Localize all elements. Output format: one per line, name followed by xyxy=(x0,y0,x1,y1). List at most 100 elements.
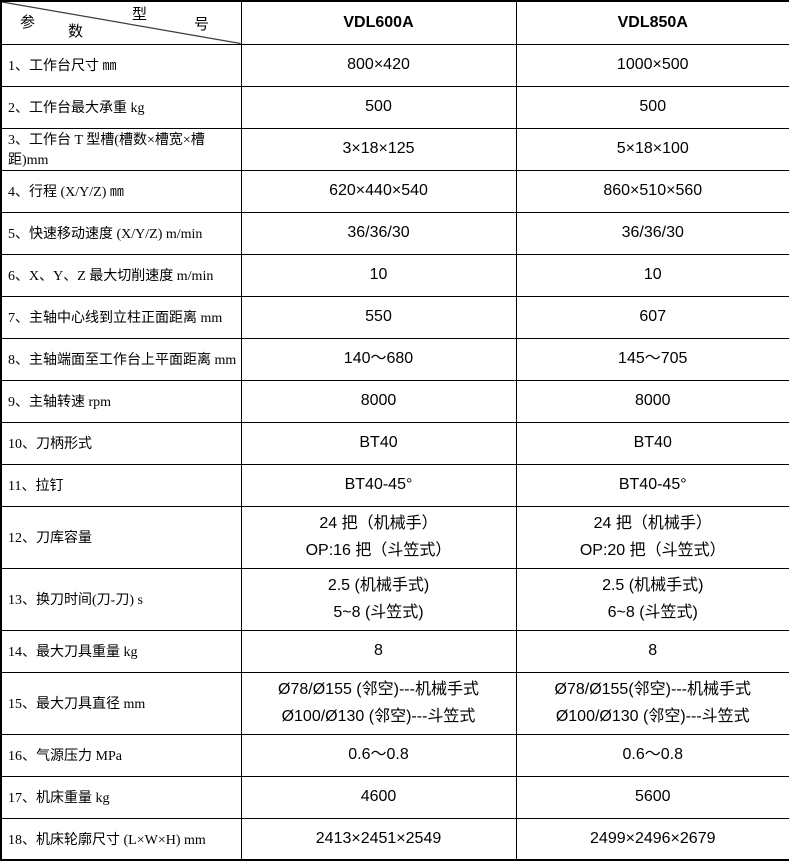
header-model-char-2: 号 xyxy=(194,17,210,33)
value-vdl600a: 2.5 (机械手式) 5~8 (斗笠式) xyxy=(240,567,517,631)
value-vdl600a: 140～680 xyxy=(240,337,517,381)
value-line: 36/36/30 xyxy=(347,224,410,242)
value-line: OP:16 把（斗笠式） xyxy=(305,542,452,559)
header-param-char-1: 参 xyxy=(20,15,36,31)
row-label: 3、工作台 T 型槽(槽数×槽宽×槽距)mm xyxy=(0,127,242,171)
value-line: 607 xyxy=(639,308,667,326)
value-line: 6~8 (斗笠式) xyxy=(607,604,698,621)
value-line: 140～680 xyxy=(343,350,414,368)
value-vdl600a: 10 xyxy=(240,253,517,297)
value-line: 2.5 (机械手式) xyxy=(327,576,430,594)
row-label: 2、工作台最大承重 kg xyxy=(0,85,242,129)
row-label: 16、气源压力 MPa xyxy=(0,733,242,777)
value-line: 5×18×100 xyxy=(616,140,689,158)
value-vdl600a: 500 xyxy=(240,85,517,129)
value-line: 0.6～0.8 xyxy=(622,746,684,764)
value-line: 24 把（机械手） xyxy=(319,514,438,532)
value-vdl600a: 0.6～0.8 xyxy=(240,733,517,777)
value-vdl600a: 550 xyxy=(240,295,517,339)
value-line: 0.6～0.8 xyxy=(348,746,409,764)
diagonal-header-cell: 参 数 型 号 xyxy=(0,0,242,45)
table-row: 18、机床轮廓尺寸 (L×W×H) mm 2413×2451×2549 2499×2… xyxy=(0,817,789,861)
value-line: 36/36/30 xyxy=(621,224,684,242)
row-label: 15、最大刀具直径 mm xyxy=(0,671,242,735)
row-label: 14、最大刀具重量 kg xyxy=(0,629,242,673)
row-label: 5、快速移动速度 (X/Y/Z) m/min xyxy=(0,211,242,255)
row-label: 4、行程 (X/Y/Z) ㎜ xyxy=(0,169,242,213)
value-vdl600a: 36/36/30 xyxy=(240,211,517,255)
value-line: 5600 xyxy=(634,788,671,806)
value-line: 2499×2496×2679 xyxy=(590,830,716,848)
value-line: 500 xyxy=(365,98,392,116)
value-line: Ø100/Ø130 (邻空)---斗笠式 xyxy=(281,708,476,725)
value-line: Ø78/Ø155 (邻空)---机械手式 xyxy=(278,680,479,698)
value-line: BT40 xyxy=(359,434,398,452)
table-row: 11、拉钉 BT40-45° BT40-45° xyxy=(0,463,789,507)
value-line: 800×420 xyxy=(347,56,410,74)
value-vdl600a: 24 把（机械手） OP:16 把（斗笠式） xyxy=(240,505,517,569)
row-label: 1、工作台尺寸 ㎜ xyxy=(0,43,242,87)
value-line: 1000×500 xyxy=(616,56,689,74)
value-vdl850a: 2.5 (机械手式) 6~8 (斗笠式) xyxy=(515,567,789,631)
header-model-char-1: 型 xyxy=(132,7,148,23)
value-vdl850a: Ø78/Ø155(邻空)---机械手式 Ø100/Ø130 (邻空)---斗笠式 xyxy=(515,671,789,735)
value-vdl600a: BT40-45° xyxy=(240,463,517,507)
value-line: 10 xyxy=(369,266,388,284)
row-label: 13、换刀时间(刀-刀) s xyxy=(0,567,242,631)
header-param-char-2: 数 xyxy=(68,24,84,40)
table-row: 12、刀库容量 24 把（机械手） OP:16 把（斗笠式） 24 把（机械手） OP:… xyxy=(0,505,789,569)
value-line: BT40-45° xyxy=(618,476,687,494)
value-vdl600a: Ø78/Ø155 (邻空)---机械手式 Ø100/Ø130 (邻空)---斗笠式 xyxy=(240,671,517,735)
row-label: 10、刀柄形式 xyxy=(0,421,242,465)
value-vdl850a: 0.6～0.8 xyxy=(515,733,789,777)
column-header-vdl600a: VDL600A xyxy=(240,0,517,45)
table-row: 17、机床重量 kg 4600 5600 xyxy=(0,775,789,819)
row-label: 18、机床轮廓尺寸 (L×W×H) mm xyxy=(0,817,242,861)
row-label: 9、主轴转速 rpm xyxy=(0,379,242,423)
value-vdl850a: 5×18×100 xyxy=(515,127,789,171)
value-line: 8000 xyxy=(360,392,397,410)
table-row: 16、气源压力 MPa 0.6～0.8 0.6～0.8 xyxy=(0,733,789,777)
row-label: 12、刀库容量 xyxy=(0,505,242,569)
table-row: 15、最大刀具直径 mm Ø78/Ø155 (邻空)---机械手式 Ø100/Ø13… xyxy=(0,671,789,735)
value-line: 860×510×560 xyxy=(603,182,703,200)
value-vdl850a: 1000×500 xyxy=(515,43,789,87)
value-vdl600a: 3×18×125 xyxy=(240,127,517,171)
value-line: OP:20 把（斗笠式） xyxy=(579,542,726,559)
table-row: 14、最大刀具重量 kg 8 8 xyxy=(0,629,789,673)
row-label: 17、机床重量 kg xyxy=(0,775,242,819)
value-vdl850a: BT40 xyxy=(515,421,789,465)
value-vdl600a: BT40 xyxy=(240,421,517,465)
value-line: Ø100/Ø130 (邻空)---斗笠式 xyxy=(555,708,750,725)
value-line: 8 xyxy=(374,642,383,660)
value-vdl850a: 607 xyxy=(515,295,789,339)
value-vdl850a: 860×510×560 xyxy=(515,169,789,213)
value-line: BT40-45° xyxy=(344,476,413,494)
value-line: 2413×2451×2549 xyxy=(315,830,442,848)
value-vdl850a: 36/36/30 xyxy=(515,211,789,255)
value-line: BT40 xyxy=(633,434,672,452)
value-vdl850a: 145～705 xyxy=(515,337,789,381)
value-vdl600a: 2413×2451×2549 xyxy=(240,817,517,861)
header-row: 参 数 型 号 VDL600A VDL850A xyxy=(0,0,789,45)
row-label: 8、主轴端面至工作台上平面距离 mm xyxy=(0,337,242,381)
value-vdl850a: 24 把（机械手） OP:20 把（斗笠式） xyxy=(515,505,789,569)
table-row: 8、主轴端面至工作台上平面距离 mm 140～680 145～705 xyxy=(0,337,789,381)
value-vdl600a: 8000 xyxy=(240,379,517,423)
table-row: 9、主轴转速 rpm 8000 8000 xyxy=(0,379,789,423)
row-label: 6、X、Y、Z 最大切削速度 m/min xyxy=(0,253,242,297)
table-row: 3、工作台 T 型槽(槽数×槽宽×槽距)mm 3×18×125 5×18×100 xyxy=(0,127,789,171)
value-vdl600a: 620×440×540 xyxy=(240,169,517,213)
value-vdl850a: 8000 xyxy=(515,379,789,423)
value-line: 145～705 xyxy=(618,350,688,368)
table-row: 10、刀柄形式 BT40 BT40 xyxy=(0,421,789,465)
table-row: 6、X、Y、Z 最大切削速度 m/min 10 10 xyxy=(0,253,789,297)
value-vdl850a: 10 xyxy=(515,253,789,297)
value-line: 2.5 (机械手式) xyxy=(602,576,704,594)
row-label: 11、拉钉 xyxy=(0,463,242,507)
value-vdl600a: 800×420 xyxy=(240,43,517,87)
value-line: 550 xyxy=(365,308,392,326)
table-row: 4、行程 (X/Y/Z) ㎜ 620×440×540 860×510×560 xyxy=(0,169,789,213)
